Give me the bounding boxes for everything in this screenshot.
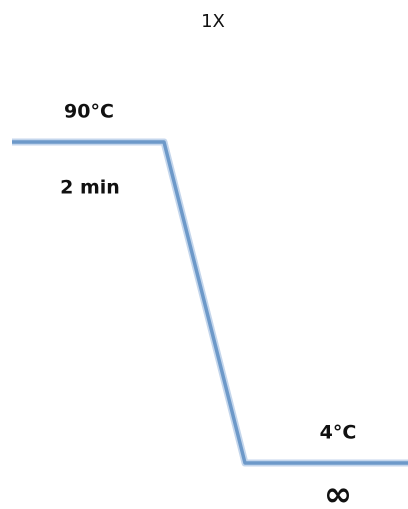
- cycle-count: 1X: [201, 11, 225, 32]
- step-duration: ∞: [324, 475, 352, 509]
- profile-line: [12, 140, 408, 465]
- step-temperature: 90°C: [64, 101, 114, 123]
- step-temperature: 4°C: [320, 422, 357, 444]
- step-duration: 2 min: [60, 177, 120, 199]
